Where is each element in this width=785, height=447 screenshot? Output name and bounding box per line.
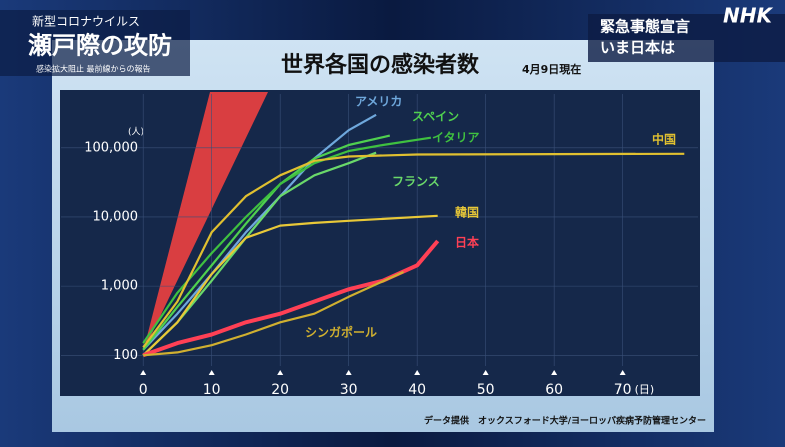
x-tick-label: 70: [614, 382, 632, 398]
program-line: 新型コロナウイルス: [32, 14, 140, 29]
series-line: [142, 134, 391, 351]
x-tick-label: 50: [477, 382, 495, 398]
series-label: アメリカ: [355, 95, 402, 109]
doubling-wedge: [143, 92, 268, 352]
chart-title: 世界各国の感染者数: [281, 52, 480, 78]
x-tick-label: 40: [408, 382, 426, 398]
series-line: [142, 214, 438, 357]
series-label: イタリア: [432, 131, 480, 145]
tick-mark: [619, 370, 626, 375]
x-tick-label: 20: [271, 382, 289, 398]
program-line: 感染拡大阻止 最前線からの報告: [36, 64, 151, 74]
series-line: [142, 152, 685, 349]
tick-mark: [551, 370, 558, 375]
tick-mark: [414, 370, 421, 375]
series-label: スペイン: [412, 110, 459, 124]
logo: NHK: [723, 4, 773, 28]
y-tick-label: 100,000: [84, 140, 138, 155]
x-tick-label: 30: [340, 382, 358, 398]
chart-subtitle: 4月9日現在: [522, 62, 581, 76]
x-tick-label: 60: [545, 382, 563, 398]
tick-mark: [345, 370, 352, 375]
x-tick-label: 0: [139, 382, 148, 398]
tick-mark: [140, 370, 147, 375]
program-title: 瀬戸際の攻防: [28, 31, 172, 60]
x-unit: (日): [635, 383, 655, 396]
series-label: 日本: [455, 235, 479, 250]
topic-box: [588, 14, 785, 62]
y-tick-label: 100: [113, 348, 138, 363]
series-line: [143, 270, 404, 357]
y-unit: (人): [128, 127, 144, 138]
tick-mark: [277, 370, 284, 375]
tick-mark: [208, 370, 215, 375]
series-label: 韓国: [455, 205, 479, 220]
source: データ提供 オックスフォード大学/ヨーロッパ疾病予防管理センター: [424, 415, 706, 427]
series-label: 中国: [652, 132, 676, 147]
topic-line: いま日本は: [600, 39, 675, 57]
series-line: [142, 113, 377, 351]
series-label: フランス: [392, 175, 440, 189]
y-tick-label: 1,000: [101, 279, 138, 294]
x-tick-label: 10: [203, 382, 221, 398]
y-tick-label: 10,000: [93, 209, 139, 224]
topic-line: 緊急事態宣言: [600, 18, 690, 36]
program-box: [0, 10, 190, 76]
tick-mark: [482, 370, 489, 375]
series-label: シンガポール: [305, 325, 377, 340]
